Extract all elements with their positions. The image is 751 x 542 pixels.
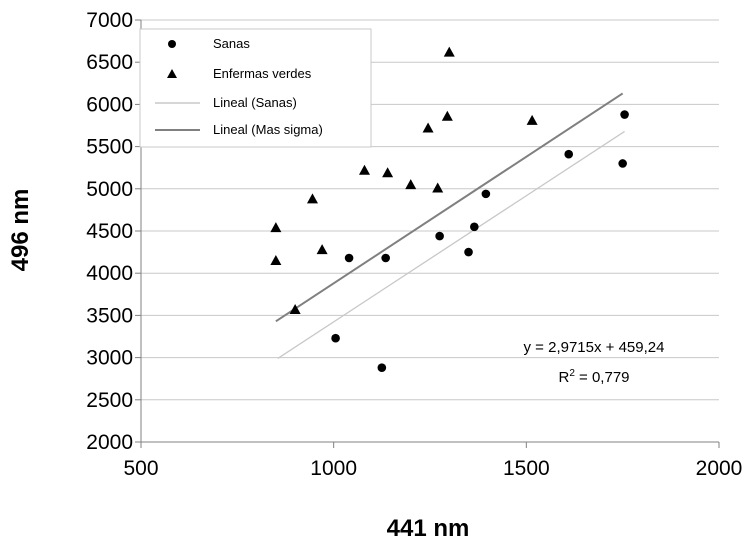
legend-marker-enfermas [167, 69, 177, 78]
r-squared-superscript: 2 [569, 368, 575, 379]
r-squared-prefix: R [558, 369, 569, 386]
y-tick-label: 2500 [86, 389, 133, 412]
x-tick-label: 1000 [310, 457, 357, 480]
point-enfermas-verdes [441, 110, 453, 121]
x-tick-label: 500 [123, 457, 158, 480]
point-enfermas-verdes [270, 222, 282, 233]
point-enfermas-verdes [306, 193, 318, 204]
point-sanas [470, 222, 479, 232]
x-tick-label: 2000 [696, 457, 743, 480]
y-tick-label: 3000 [86, 347, 133, 370]
trendline-lineal-sanas [277, 130, 625, 359]
point-sanas [620, 110, 629, 119]
point-enfermas-verdes [382, 167, 394, 178]
r-squared: R2 = 0,779 [558, 368, 629, 386]
point-enfermas-verdes [432, 182, 444, 193]
y-tick-label: 5500 [86, 136, 133, 159]
legend-label-lineal-mas-sigma: Lineal (Mas sigma) [213, 122, 323, 137]
trendline-lineal-mas-sigma [275, 92, 624, 323]
tick-labels: 2000250030003500400045005000550060006500… [86, 9, 742, 480]
legend: Sanas Enfermas verdes Lineal (Sanas) Lin… [139, 28, 372, 148]
point-sanas [381, 253, 390, 263]
point-sanas [435, 231, 444, 241]
y-axis-title: 496 nm [7, 189, 34, 272]
point-sanas [481, 189, 491, 199]
y-tick-label: 7000 [86, 9, 133, 32]
point-sanas [377, 363, 387, 373]
point-enfermas-verdes [358, 164, 370, 175]
y-tick-label: 6000 [86, 93, 133, 116]
point-sanas [464, 247, 473, 257]
point-enfermas-verdes [526, 114, 538, 125]
point-enfermas-verdes [422, 122, 434, 133]
legend-label-sanas: Sanas [213, 36, 250, 51]
point-sanas [344, 253, 354, 263]
y-tick-label: 3500 [86, 304, 133, 327]
legend-label-lineal-sanas: Lineal (Sanas) [213, 95, 297, 110]
y-tick-label: 2000 [86, 431, 133, 454]
y-tick-label: 5000 [86, 178, 133, 201]
legend-label-enfermas: Enfermas verdes [213, 66, 312, 81]
point-enfermas-verdes [270, 255, 282, 266]
point-sanas [564, 149, 574, 159]
point-enfermas-verdes [316, 244, 328, 255]
legend-box [139, 28, 372, 148]
regression-annotation: y = 2,9715x + 459,24 R2 = 0,779 [524, 339, 665, 386]
y-tick-label: 4000 [86, 262, 133, 285]
point-sanas [331, 333, 340, 343]
data-points [270, 46, 629, 373]
r-squared-value: = 0,779 [575, 369, 630, 386]
point-sanas [618, 159, 627, 168]
y-tick-label: 6500 [86, 51, 133, 74]
regression-equation: y = 2,9715x + 459,24 [524, 339, 665, 356]
legend-marker-sanas [168, 40, 176, 48]
point-enfermas-verdes [443, 46, 455, 57]
y-tick-label: 4500 [86, 220, 133, 243]
x-tick-label: 1500 [503, 457, 550, 480]
trendlines [275, 92, 625, 359]
point-enfermas-verdes [405, 179, 417, 190]
x-axis-title: 441 nm [387, 515, 470, 542]
point-enfermas-verdes [289, 303, 301, 314]
